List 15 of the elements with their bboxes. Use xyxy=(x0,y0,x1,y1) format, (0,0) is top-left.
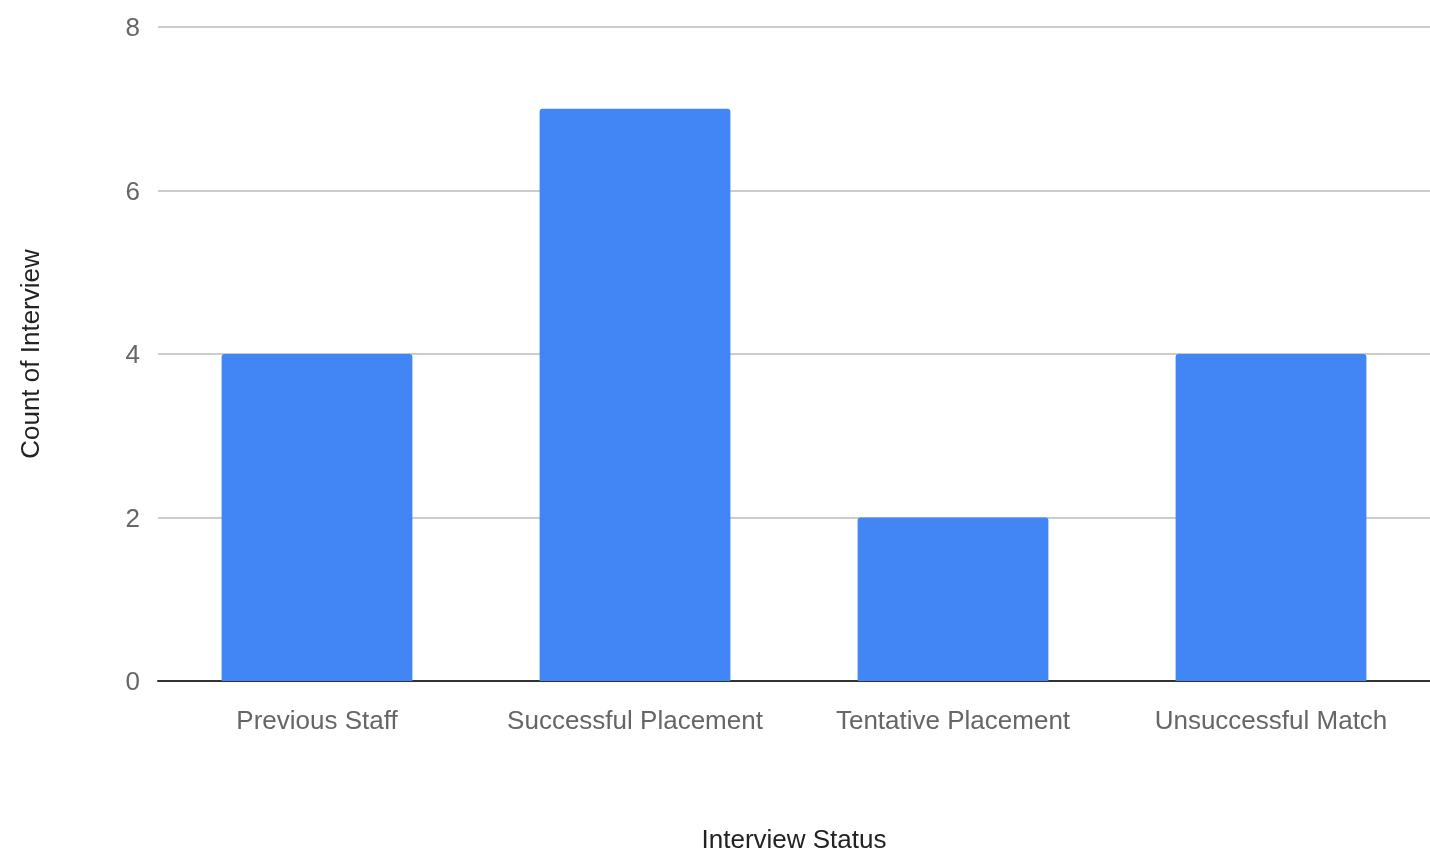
x-axis-title: Interview Status xyxy=(701,824,887,854)
y-tick-label: 4 xyxy=(125,339,140,369)
bar xyxy=(857,517,1049,681)
y-tick-label: 2 xyxy=(125,502,140,533)
y-tick-label: 6 xyxy=(125,175,140,206)
bar xyxy=(221,354,413,681)
y-axis-title: Count of Interview xyxy=(15,249,45,459)
y-tick-label: 8 xyxy=(125,12,140,42)
x-tick-label: Unsuccessful Match xyxy=(1154,705,1388,735)
bar xyxy=(1175,354,1367,681)
x-tick-label: Successful Placement xyxy=(507,705,764,735)
bar xyxy=(539,108,731,681)
x-tick-label: Previous Staff xyxy=(236,705,399,735)
y-tick-label: 0 xyxy=(125,666,140,696)
x-tick-label: Tentative Placement xyxy=(835,705,1071,735)
